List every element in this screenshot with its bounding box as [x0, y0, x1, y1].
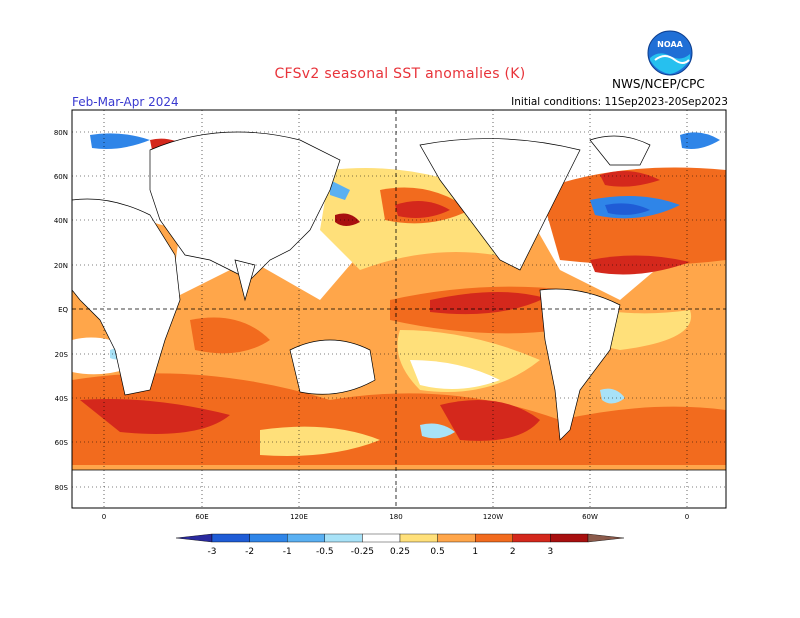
lat-label: 80N — [54, 129, 68, 137]
color-bar-tick-label: -0.25 — [351, 547, 374, 557]
color-bar-swatch — [211, 533, 250, 543]
continents — [72, 131, 726, 508]
color-bar-swatch — [512, 533, 551, 543]
noaa-logo-text: NOAA — [657, 40, 683, 49]
color-bar-tick-label: -2 — [245, 547, 254, 557]
lon-label: 60W — [582, 513, 598, 521]
lon-label: 0 — [685, 513, 689, 521]
color-bar-labels: -3 -2 -1 -0.5 -0.25 0.25 0.5 1 2 3 — [208, 547, 554, 557]
lat-label: 60N — [54, 173, 68, 181]
season-label: Feb-Mar-Apr 2024 — [72, 95, 179, 109]
color-bar-tick-label: -0.5 — [316, 547, 334, 557]
lon-label: 0 — [102, 513, 106, 521]
color-bar-swatch — [475, 533, 514, 543]
color-bar-swatch — [249, 533, 288, 543]
color-bar-swatch — [550, 533, 589, 543]
color-bar-tick-label: 0.5 — [430, 547, 444, 557]
color-bar-swatch — [437, 533, 476, 543]
color-bar: -3 -2 -1 -0.5 -0.25 0.25 0.5 1 2 3 — [175, 533, 625, 557]
color-bar-tick-label: 3 — [548, 547, 554, 557]
lat-label: 60S — [55, 439, 69, 447]
noaa-logo: NOAA — [647, 30, 693, 76]
lat-label: 80S — [55, 484, 69, 492]
lon-label: 120W — [483, 513, 503, 521]
agency-label: NWS/NCEP/CPC — [612, 77, 705, 91]
initial-conditions-label: Initial conditions: 11Sep2023-20Sep2023 — [511, 96, 728, 108]
lat-label: 20N — [54, 262, 68, 270]
lon-label: 60E — [195, 513, 208, 521]
lon-label: 180 — [389, 513, 402, 521]
color-bar-tick-label: -1 — [283, 547, 292, 557]
color-bar-swatch — [362, 533, 401, 543]
color-bar-tick-label: 2 — [510, 547, 516, 557]
color-bar-swatch — [286, 533, 325, 543]
map-title: CFSv2 seasonal SST anomalies (K) — [274, 66, 526, 82]
color-bar-tick-label: -3 — [208, 547, 217, 557]
graticule — [72, 110, 726, 508]
lat-label: 40N — [54, 217, 68, 225]
color-bar-swatch — [399, 533, 438, 543]
color-bar-high-end — [587, 533, 625, 543]
lat-label: 20S — [55, 351, 69, 359]
lon-label: 120E — [290, 513, 308, 521]
lat-label: 40S — [55, 395, 69, 403]
lat-label: EQ — [58, 306, 68, 314]
color-bar-swatch — [324, 533, 363, 543]
color-bar-low-end — [175, 533, 213, 543]
color-bar-swatches — [175, 533, 625, 543]
lon-labels: 0 60E 120E 180 120W 60W 0 — [102, 513, 689, 521]
color-bar-tick-label: 1 — [472, 547, 478, 557]
color-bar-tick-label: 0.25 — [390, 547, 410, 557]
lat-labels: 80N 60N 40N 20N EQ 20S 40S 60S 80S — [54, 129, 69, 492]
